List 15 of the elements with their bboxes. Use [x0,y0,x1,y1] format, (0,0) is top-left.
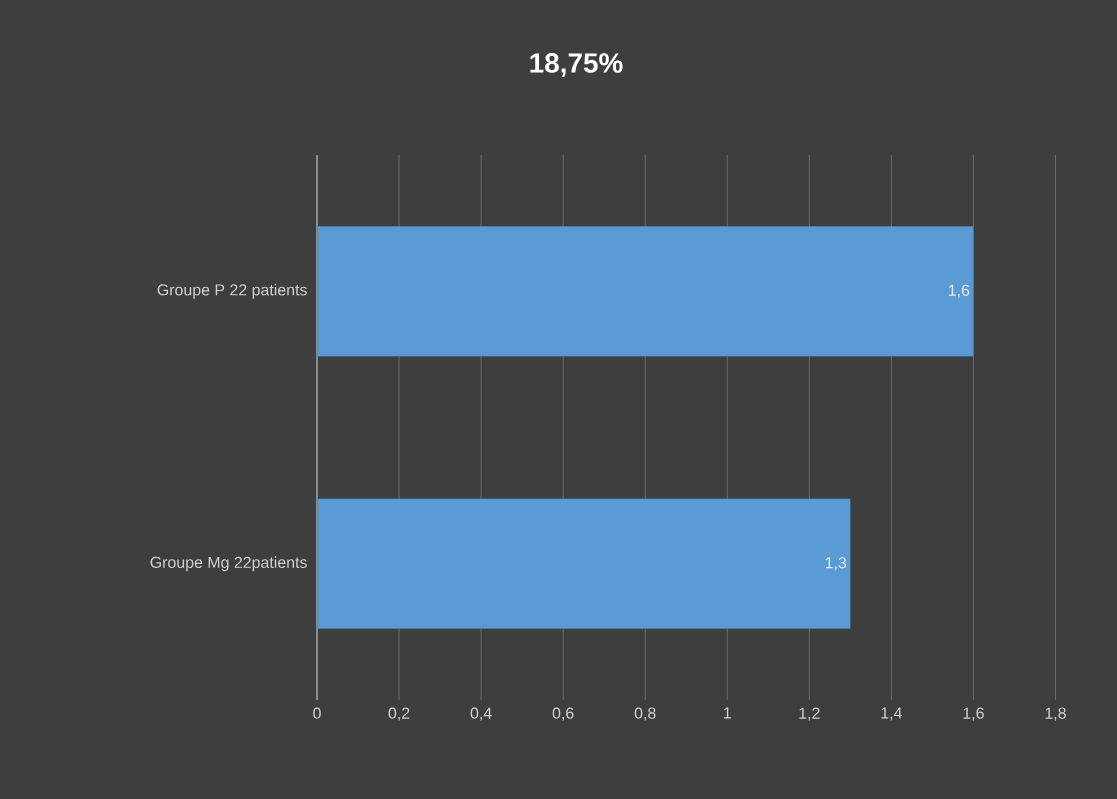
y-tick-label: Groupe P 22 patients [157,283,307,299]
x-tick-label: 1 [724,707,731,719]
chart-title: 18,75% [530,53,623,77]
x-tick-label: 0,2 [388,707,410,721]
x-tick-label: 1,4 [881,707,902,721]
y-tick-label: Groupe Mg 22patients [150,556,307,572]
data-label: 1,6 [948,284,970,298]
x-tick-label: 1,2 [799,707,820,721]
x-tick-label: 1,6 [963,707,984,721]
x-tick-label: 1,8 [1045,707,1066,721]
x-tick-label: 0,6 [552,707,574,721]
x-tick-label: 0,4 [470,707,492,721]
data-label: 1,3 [825,557,847,571]
x-tick-label: 0 [313,707,321,719]
x-tick-label: 0,8 [634,707,656,721]
